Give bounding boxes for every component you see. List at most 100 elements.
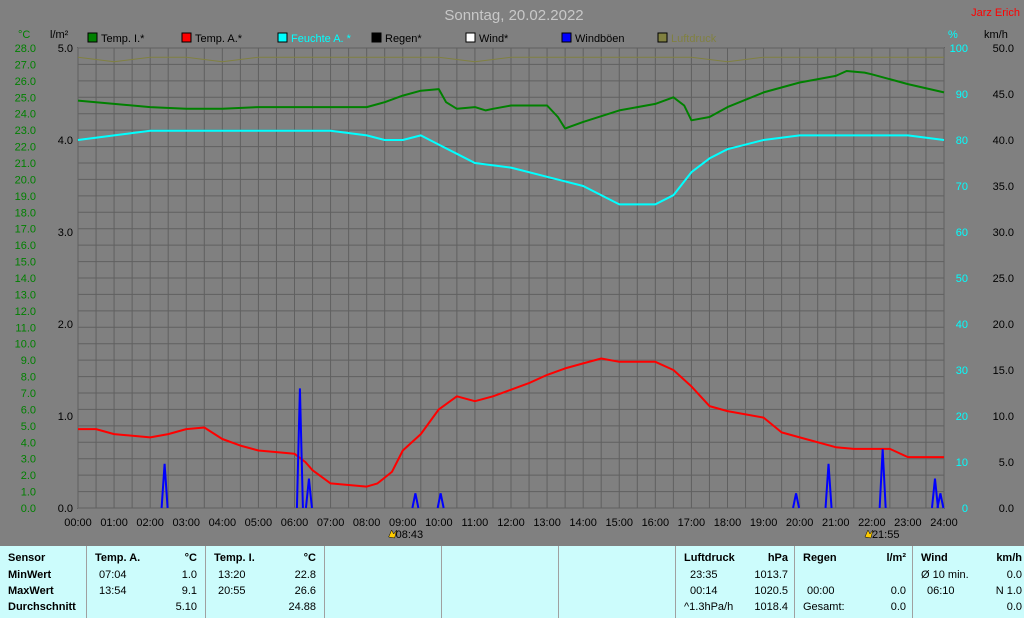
temp-tick-label: 23.0 bbox=[15, 125, 36, 137]
temp-tick-label: 4.0 bbox=[21, 437, 36, 449]
temp-tick-label: 16.0 bbox=[15, 240, 36, 252]
gust-spike bbox=[160, 463, 169, 509]
temp-tick-label: 15.0 bbox=[15, 257, 36, 269]
temp-tick-label: 22.0 bbox=[15, 142, 36, 154]
wind-avg10-value: 0.0 bbox=[1006, 569, 1022, 581]
wind-tick-label: 0.0 bbox=[999, 503, 1014, 515]
gust-spike bbox=[936, 493, 945, 509]
time-tick-label: 13:00 bbox=[533, 517, 561, 529]
temp-a-min-time: 07:04 bbox=[99, 569, 127, 581]
temp-a-min-value: 1.0 bbox=[181, 569, 197, 581]
row-label-max: MaxWert bbox=[8, 585, 54, 597]
temp-i-max-value: 26.6 bbox=[294, 585, 316, 597]
temp-tick-label: 20.0 bbox=[15, 174, 36, 186]
time-tick-label: 08:00 bbox=[353, 517, 381, 529]
time-tick-label: 16:00 bbox=[642, 517, 670, 529]
time-tick-label: 03:00 bbox=[172, 517, 200, 529]
series-line-luftdruck bbox=[77, 56, 944, 63]
marker-icon bbox=[388, 529, 397, 539]
time-tick-label: 24:00 bbox=[930, 517, 958, 529]
legend-label: Regen* bbox=[385, 33, 422, 45]
temp-tick-label: 17.0 bbox=[15, 224, 36, 236]
time-tick-label: 11:00 bbox=[462, 517, 489, 529]
wind-max-time: 06:10 bbox=[927, 585, 955, 597]
summary-table: Sensor MinWert MaxWert Durchschnitt Temp… bbox=[0, 546, 1024, 618]
pressure-max-value: 1020.5 bbox=[754, 585, 788, 597]
temp-tick-label: 26.0 bbox=[15, 76, 36, 88]
series-line-feuchte-a bbox=[77, 129, 945, 206]
pressure-trend: ^1.3hPa/h bbox=[684, 601, 734, 613]
temp-tick-label: 14.0 bbox=[15, 273, 36, 285]
pressure-unit: hPa bbox=[767, 552, 788, 564]
time-tick-label: 18:00 bbox=[714, 517, 742, 529]
rain-tick-label: 3.0 bbox=[58, 227, 73, 239]
wind-tick-label: 35.0 bbox=[993, 181, 1014, 193]
wind-avg10-label: Ø 10 min. bbox=[921, 569, 969, 581]
time-tick-label: 14:00 bbox=[569, 517, 597, 529]
rain-unit: l/m² bbox=[886, 552, 906, 564]
temp-i-max-time: 20:55 bbox=[218, 585, 246, 597]
row-label-min: MinWert bbox=[8, 569, 52, 581]
gust-spike bbox=[792, 493, 801, 509]
time-tick-label: 07:00 bbox=[317, 517, 345, 529]
humidity-tick-label: 10 bbox=[956, 457, 968, 469]
humidity-tick-label: 30 bbox=[956, 365, 968, 377]
temp-tick-label: 10.0 bbox=[15, 339, 36, 351]
temp-tick-label: 0.0 bbox=[21, 503, 36, 515]
humidity-tick-label: 90 bbox=[956, 89, 968, 101]
time-tick-label: 04:00 bbox=[209, 517, 237, 529]
chart-title: Sonntag, 20.02.2022 bbox=[444, 7, 583, 24]
wind-tick-label: 5.0 bbox=[999, 457, 1014, 469]
time-tick-label: 00:00 bbox=[64, 517, 92, 529]
summary-col-temp-i: Temp. I. °C 13:20 22.8 20:55 26.6 24.88 bbox=[206, 546, 325, 618]
temp-axis: 0.0 1.0 2.0 3.0 4.0 5.0 6.0 7.0 8.0 9.0 10.0 11.0 12… bbox=[15, 43, 36, 515]
weather-chart: Sonntag, 20.02.2022 Jarz Erich °C l/m² %… bbox=[15, 7, 1020, 541]
temp-a-unit: °C bbox=[184, 552, 197, 564]
unit-rain: l/m² bbox=[50, 29, 69, 41]
wind-axis: 0.0 5.0 10.0 15.0 20.0 25.0 30.0 35.0 40.0 45.0 50… bbox=[993, 43, 1014, 515]
temp-tick-label: 13.0 bbox=[15, 289, 36, 301]
temp-tick-label: 1.0 bbox=[21, 487, 36, 499]
temp-i-header: Temp. I. bbox=[214, 552, 255, 564]
temp-a-avg-value: 5.10 bbox=[175, 601, 197, 613]
time-tick-label: 23:00 bbox=[894, 517, 922, 529]
wind-tick-label: 15.0 bbox=[993, 365, 1014, 377]
temp-i-unit: °C bbox=[303, 552, 316, 564]
summary-col-pressure: Luftdruck hPa 23:35 1013.7 00:14 1020.5 … bbox=[676, 546, 795, 618]
pressure-max-time: 00:14 bbox=[690, 585, 718, 597]
gust-spike bbox=[436, 493, 445, 509]
humidity-tick-label: 70 bbox=[956, 181, 968, 193]
humidity-tick-label: 60 bbox=[956, 227, 968, 239]
rain-header: Regen bbox=[803, 552, 837, 564]
grid bbox=[77, 47, 945, 509]
rain-tick-label: 1.0 bbox=[58, 411, 73, 423]
row-label-avg: Durchschnitt bbox=[8, 601, 76, 613]
rain-axis: 0.0 1.0 2.0 3.0 4.0 5.0 bbox=[58, 43, 73, 515]
legend-swatch bbox=[87, 32, 98, 43]
legend-label: Luftdruck bbox=[671, 33, 717, 45]
temp-i-min-value: 22.8 bbox=[294, 569, 316, 581]
temp-tick-label: 3.0 bbox=[21, 454, 36, 466]
legend-label: Wind* bbox=[479, 33, 509, 45]
temp-tick-label: 7.0 bbox=[21, 388, 36, 400]
temp-i-min-time: 13:20 bbox=[218, 569, 246, 581]
unit-temp: °C bbox=[18, 29, 30, 41]
time-axis: 00:00 01:00 02:00 03:00 04:00 05:00 06:00 07:00… bbox=[64, 517, 958, 529]
series-layer bbox=[77, 56, 945, 509]
pressure-min-value: 1013.7 bbox=[754, 569, 788, 581]
temp-tick-label: 24.0 bbox=[15, 109, 36, 121]
wind-tick-label: 20.0 bbox=[993, 319, 1014, 331]
series-line-temp-i bbox=[77, 70, 945, 130]
humidity-tick-label: 20 bbox=[956, 411, 968, 423]
rain-tick-label: 0.0 bbox=[58, 503, 73, 515]
time-tick-label: 09:00 bbox=[389, 517, 417, 529]
gust-spike bbox=[878, 449, 887, 509]
unit-wind: km/h bbox=[984, 29, 1008, 41]
temp-tick-label: 28.0 bbox=[15, 43, 36, 55]
summary-col-empty-2 bbox=[442, 546, 559, 618]
legend-swatch bbox=[277, 32, 288, 43]
event-markers: 08:43 21:55 bbox=[388, 529, 899, 541]
humidity-tick-label: 80 bbox=[956, 135, 968, 147]
time-tick-label: 06:00 bbox=[281, 517, 309, 529]
time-tick-label: 22:00 bbox=[858, 517, 886, 529]
